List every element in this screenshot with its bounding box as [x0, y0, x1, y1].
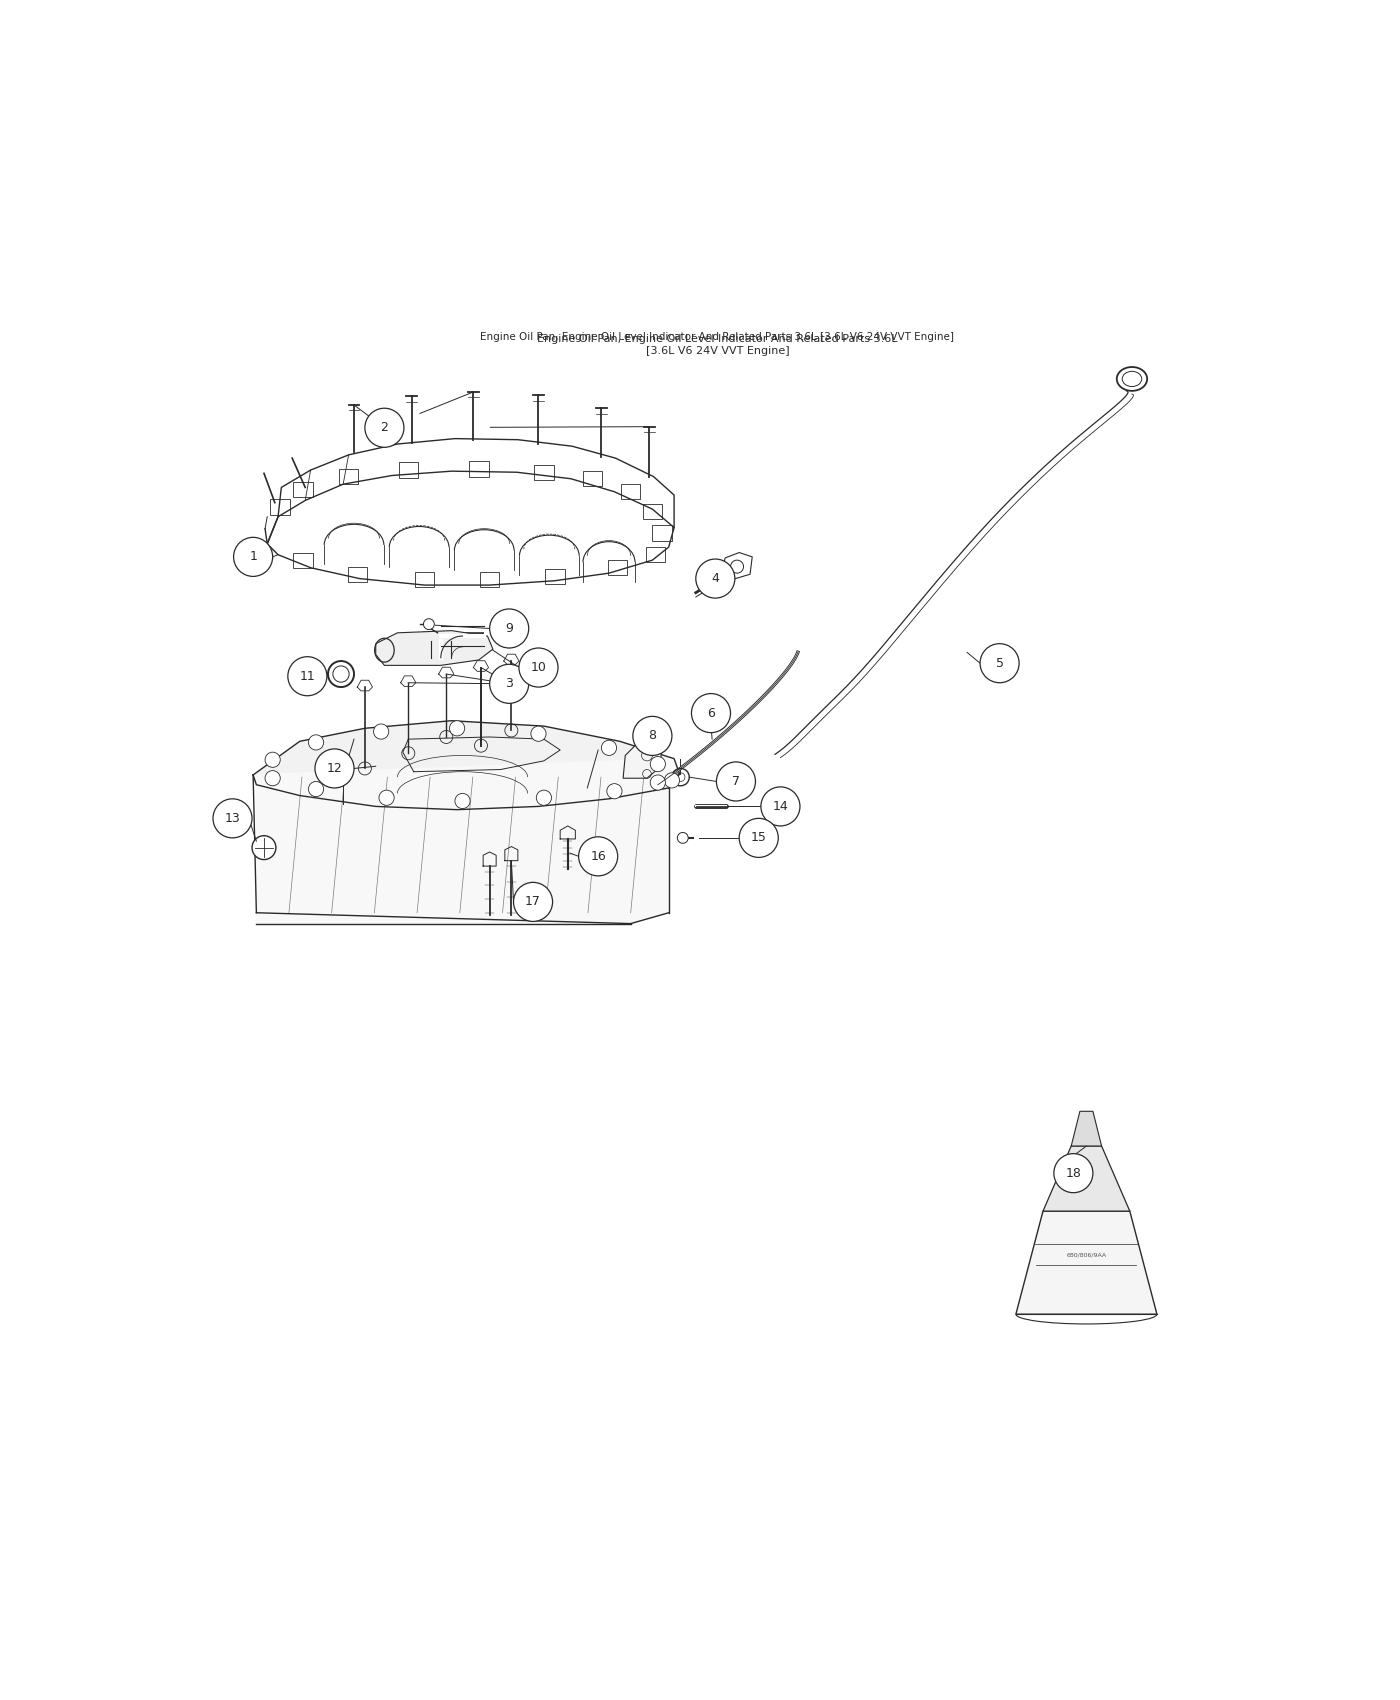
Text: Engine Oil Pan, Engine Oil Level Indicator And Related Parts 3.6L [3.6L V6 24V V: Engine Oil Pan, Engine Oil Level Indicat…: [480, 332, 955, 342]
Circle shape: [265, 770, 280, 785]
Circle shape: [633, 716, 672, 755]
Text: 1: 1: [249, 551, 258, 563]
Bar: [545, 570, 564, 585]
Text: 9: 9: [505, 622, 514, 636]
Polygon shape: [1043, 1146, 1130, 1210]
Polygon shape: [623, 731, 661, 779]
Circle shape: [665, 774, 679, 789]
Text: 13: 13: [224, 813, 241, 824]
Text: 18: 18: [1065, 1166, 1081, 1180]
Circle shape: [365, 408, 405, 447]
Polygon shape: [722, 552, 752, 581]
Circle shape: [606, 784, 622, 799]
Circle shape: [514, 882, 553, 921]
Bar: [293, 483, 312, 496]
Circle shape: [252, 836, 276, 860]
Circle shape: [455, 794, 470, 809]
Polygon shape: [375, 631, 493, 665]
Circle shape: [265, 751, 280, 767]
Circle shape: [692, 694, 731, 733]
Bar: [608, 559, 627, 575]
Circle shape: [449, 721, 465, 736]
Bar: [270, 500, 290, 515]
Circle shape: [696, 559, 735, 598]
Bar: [469, 461, 489, 476]
Circle shape: [980, 644, 1019, 683]
Bar: [347, 566, 367, 581]
Bar: [643, 503, 662, 518]
Circle shape: [490, 609, 529, 648]
Circle shape: [490, 665, 529, 704]
Text: 680/806/9AA: 680/806/9AA: [1067, 1251, 1106, 1256]
Circle shape: [213, 799, 252, 838]
Bar: [535, 464, 553, 479]
Text: 16: 16: [591, 850, 606, 864]
Circle shape: [650, 756, 665, 772]
Text: [3.6L V6 24V VVT Engine]: [3.6L V6 24V VVT Engine]: [645, 347, 790, 357]
Text: 5: 5: [995, 656, 1004, 670]
Bar: [582, 471, 602, 486]
Circle shape: [308, 782, 323, 797]
Circle shape: [717, 570, 727, 580]
Circle shape: [519, 648, 559, 687]
Bar: [480, 573, 500, 586]
Circle shape: [536, 790, 552, 806]
Bar: [399, 462, 419, 478]
Bar: [339, 469, 358, 484]
Circle shape: [234, 537, 273, 576]
Text: 2: 2: [381, 422, 388, 434]
Circle shape: [288, 656, 326, 695]
Text: 8: 8: [648, 729, 657, 743]
Circle shape: [531, 726, 546, 741]
Circle shape: [1054, 1154, 1093, 1193]
Bar: [645, 547, 665, 563]
Circle shape: [423, 619, 434, 629]
Text: 15: 15: [750, 831, 767, 845]
Text: 17: 17: [525, 896, 540, 908]
Text: 7: 7: [732, 775, 741, 789]
Circle shape: [650, 775, 665, 791]
Circle shape: [308, 734, 323, 750]
Circle shape: [717, 762, 756, 801]
Polygon shape: [253, 721, 679, 809]
Bar: [293, 552, 312, 568]
Polygon shape: [1016, 1210, 1156, 1314]
Text: 3: 3: [505, 677, 514, 690]
Bar: [414, 573, 434, 586]
Circle shape: [678, 833, 689, 843]
Circle shape: [762, 787, 799, 826]
Text: 12: 12: [326, 762, 343, 775]
Circle shape: [739, 818, 778, 857]
Text: 14: 14: [773, 801, 788, 813]
Text: Engine Oil Pan, Engine Oil Level Indicator And Related Parts 3.6L: Engine Oil Pan, Engine Oil Level Indicat…: [538, 335, 897, 345]
Text: 11: 11: [300, 670, 315, 683]
Text: 10: 10: [531, 661, 546, 673]
Polygon shape: [253, 758, 679, 923]
Bar: [622, 484, 640, 500]
Text: 6: 6: [707, 707, 715, 719]
Circle shape: [374, 724, 389, 740]
Text: 4: 4: [711, 573, 720, 585]
Circle shape: [379, 790, 395, 806]
Circle shape: [315, 750, 354, 789]
Polygon shape: [1071, 1112, 1102, 1146]
Bar: [652, 525, 672, 541]
Circle shape: [578, 836, 617, 876]
Circle shape: [602, 740, 616, 755]
